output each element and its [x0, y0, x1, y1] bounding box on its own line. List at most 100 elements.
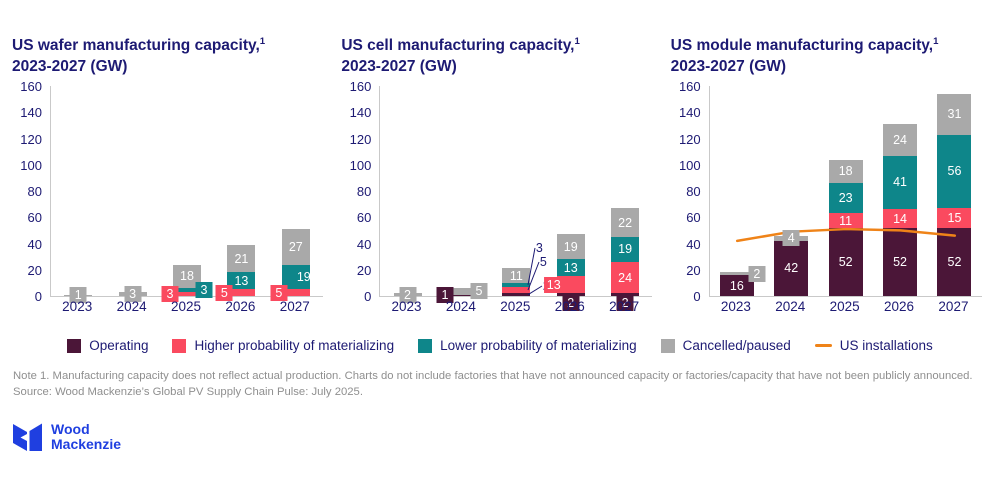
legend-label: Operating	[89, 338, 149, 353]
bar-segment-operating	[774, 240, 809, 296]
bar-label-cancelled: 31	[947, 107, 962, 122]
legend-swatch-operating	[67, 338, 82, 353]
y-axis-tick-label: 0	[364, 289, 372, 304]
bar-label-cancelled: 24	[893, 132, 907, 147]
bar-label-cancelled: 18	[180, 269, 194, 284]
chart-title: US module manufacturing capacity,1 2023-2…	[671, 36, 988, 80]
wood-mackenzie-logo: Wood Mackenzie	[13, 421, 122, 453]
note-line-1: Note 1. Manufacturing capacity does not …	[13, 370, 973, 382]
bar-label-lower: 19	[618, 242, 633, 257]
legend-swatch-line	[814, 344, 832, 347]
bar-label-lower: 41	[893, 175, 907, 190]
chart-title: US cell manufacturing capacity,1 2023-202…	[341, 36, 658, 80]
bar-segment-lower	[937, 134, 972, 209]
bar-label-lower: 13	[563, 260, 578, 275]
legend-item-cancelled: Cancelled/paused	[660, 338, 791, 353]
chart-title-footnote-marker: 1	[259, 36, 266, 47]
chart-title-line-1: US wafer manufacturing capacity,	[12, 37, 260, 55]
bar-label-box-cancelled: 5	[470, 283, 488, 300]
bar-label-box-cancelled: 4	[782, 230, 800, 247]
plot: 0204060801001201401602151135221313192241…	[341, 79, 658, 320]
bar-segment-higher	[281, 289, 310, 296]
bar-segment-lower	[173, 288, 201, 293]
bar-label-lower: 56	[947, 164, 962, 179]
y-axis-tick-label: 160	[20, 79, 42, 94]
legend-swatch-cancelled	[660, 338, 675, 353]
legend-item-higher: Higher probability of materializing	[172, 338, 394, 353]
chart-title-line-1: US cell manufacturing capacity,	[341, 37, 575, 55]
bar-segment-higher	[173, 292, 201, 296]
y-axis-tick-label: 140	[678, 105, 701, 121]
chart-3: US module manufacturing capacity,1 2023-2…	[671, 36, 988, 320]
bar-segment-cancelled	[227, 244, 256, 273]
y-axis-tick-label: 100	[678, 157, 701, 173]
plot-area: 1 3 3 3 18 5 13 21 5 19 27	[50, 86, 323, 304]
bar-label-box-higher: 5	[270, 284, 288, 301]
bar-label-lower: 23	[838, 191, 853, 206]
wood-mackenzie-logo-text: Wood Mackenzie	[51, 421, 122, 453]
bar-segment-higher	[828, 213, 863, 228]
bar-label-box-cancelled: 2	[748, 265, 766, 282]
bar-label-box-cancelled: 1	[69, 287, 87, 304]
x-axis-label: 2024	[116, 299, 147, 314]
chart-title-line-1: US module manufacturing capacity,	[670, 37, 934, 55]
bar-label-higher: 11	[839, 213, 853, 228]
y-axis-tick-label: 40	[356, 236, 372, 252]
logo-text-line-2: Mackenzie	[51, 436, 122, 453]
y-axis-tick-label: 40	[27, 236, 42, 252]
bar-label-box-lower: 3	[195, 282, 213, 299]
x-axis-label: 2025	[170, 299, 202, 314]
callout-leader-line	[528, 285, 543, 296]
bar-label-cancelled: 19	[563, 239, 578, 254]
legend-item-operating: Operating	[67, 338, 148, 353]
legend: Operating Higher probability of materiali…	[0, 338, 1000, 353]
bar-segment-operating	[447, 294, 476, 296]
legend-swatch-lower	[418, 338, 433, 353]
x-axis-label: 2027	[609, 299, 640, 314]
bar-segment-cancelled	[556, 234, 585, 260]
bar-segment-lower	[883, 155, 918, 210]
bar-label-lower: 19	[296, 269, 311, 284]
y-axis-tick-label: 20	[686, 262, 701, 278]
legend-item-lower: Lower probability of materializing	[418, 338, 637, 353]
bar-callout-label-lower: 3	[535, 241, 543, 255]
y-axis-tick-label: 60	[686, 210, 701, 226]
bar-segment-lower	[611, 236, 640, 262]
bar-segment-operating	[502, 293, 531, 296]
bar-segment-cancelled	[281, 229, 310, 265]
bar-label-operating: 16	[729, 278, 744, 293]
bar-label-cancelled: 21	[234, 251, 249, 266]
chart-title-footnote-marker: 1	[933, 36, 939, 47]
y-axis-tick-label: 100	[349, 157, 372, 173]
y-axis-tick-label: 120	[349, 131, 372, 147]
x-axis-label: 2026	[554, 299, 585, 314]
chart-title-line-2: 2023-2027 (GW)	[341, 57, 457, 75]
note-line-2: Source: Wood Mackenzie’s Global PV Suppl…	[13, 385, 363, 398]
bar-segment-operating	[719, 275, 754, 296]
legend-label: Cancelled/paused	[682, 338, 791, 353]
x-axis-label: 2026	[225, 299, 256, 314]
bar-label-cancelled: 11	[509, 268, 523, 283]
y-axis-tick-label: 140	[349, 105, 372, 121]
bar-label-operating: 52	[947, 254, 962, 269]
legend-label: Lower probability of materializing	[440, 338, 637, 353]
chart-title-footnote-marker: 1	[574, 36, 580, 47]
y-axis-tick-label: 140	[20, 105, 42, 121]
bar-label-box-operating: 2	[562, 294, 580, 311]
bar-segment-cancelled	[719, 272, 754, 275]
bar-label-higher: 24	[618, 270, 633, 285]
bar-label-box-higher: 5	[215, 284, 233, 301]
bar-segment-lower	[828, 183, 863, 214]
plot-area: 2151135221313192241922	[379, 86, 653, 311]
chart-title-line-2: 2023-2027 (GW)	[670, 57, 787, 75]
bar-segment-higher	[502, 286, 531, 294]
x-axis-label: 2025	[500, 299, 531, 314]
bar-segment-cancelled	[447, 288, 476, 295]
bar-label-cancelled: 22	[618, 215, 633, 230]
bar-segment-cancelled	[173, 264, 201, 289]
y-axis-tick-label: 20	[27, 262, 42, 278]
bar-segment-lower	[502, 282, 531, 287]
x-axis-label: 2025	[829, 299, 860, 314]
y-axis-tick-label: 80	[356, 184, 372, 199]
y-axis-tick-label: 120	[20, 131, 42, 147]
